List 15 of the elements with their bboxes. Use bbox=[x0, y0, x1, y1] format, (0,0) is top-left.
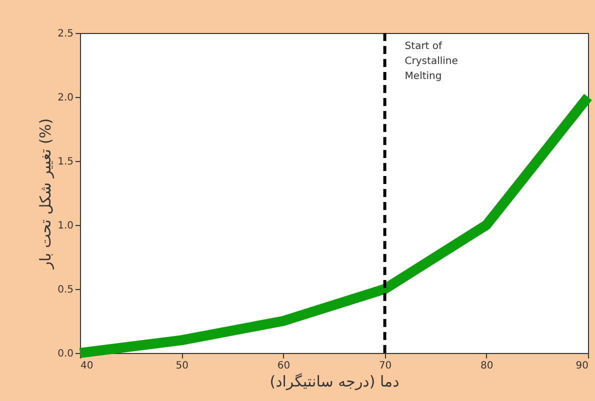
x-tick-label: 60 bbox=[277, 360, 290, 372]
y-tick-label: 0.5 bbox=[58, 284, 74, 296]
y-tick-label: 1.0 bbox=[58, 220, 74, 232]
y-tick-label: 0.0 bbox=[58, 348, 74, 360]
x-tick-label: 70 bbox=[378, 360, 392, 372]
x-tick-label: 40 bbox=[80, 360, 94, 372]
x-tick-label: 50 bbox=[176, 360, 188, 372]
x-tick-label: 80 bbox=[480, 360, 494, 372]
x-axis-title: دما (درجه سانتیگراد) bbox=[270, 372, 400, 390]
y-tick-label: 2.5 bbox=[58, 28, 74, 40]
ref-line-label: Start of Crystalline Melting bbox=[404, 41, 458, 82]
y-tick-label: 1.5 bbox=[58, 156, 74, 168]
y-tick-label: 2.0 bbox=[58, 92, 74, 104]
y-axis-title: تغییر شکل تحت بار (%) bbox=[36, 118, 55, 270]
x-tick-label: 90 bbox=[576, 360, 588, 372]
